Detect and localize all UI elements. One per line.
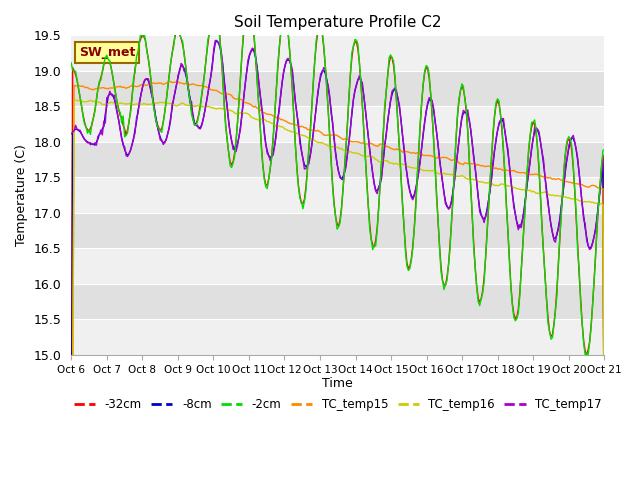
Bar <box>71 213 604 248</box>
Bar <box>71 284 604 319</box>
Title: Soil Temperature Profile C2: Soil Temperature Profile C2 <box>234 15 442 30</box>
X-axis label: Time: Time <box>323 377 353 390</box>
Bar <box>71 36 604 71</box>
Text: SW_met: SW_met <box>79 46 136 59</box>
Bar <box>71 248 604 284</box>
Bar <box>71 71 604 107</box>
Bar <box>71 319 604 355</box>
Bar <box>71 177 604 213</box>
Bar <box>71 107 604 142</box>
Bar <box>71 142 604 177</box>
Y-axis label: Temperature (C): Temperature (C) <box>15 144 28 246</box>
Legend: -32cm, -8cm, -2cm, TC_temp15, TC_temp16, TC_temp17: -32cm, -8cm, -2cm, TC_temp15, TC_temp16,… <box>69 394 606 416</box>
